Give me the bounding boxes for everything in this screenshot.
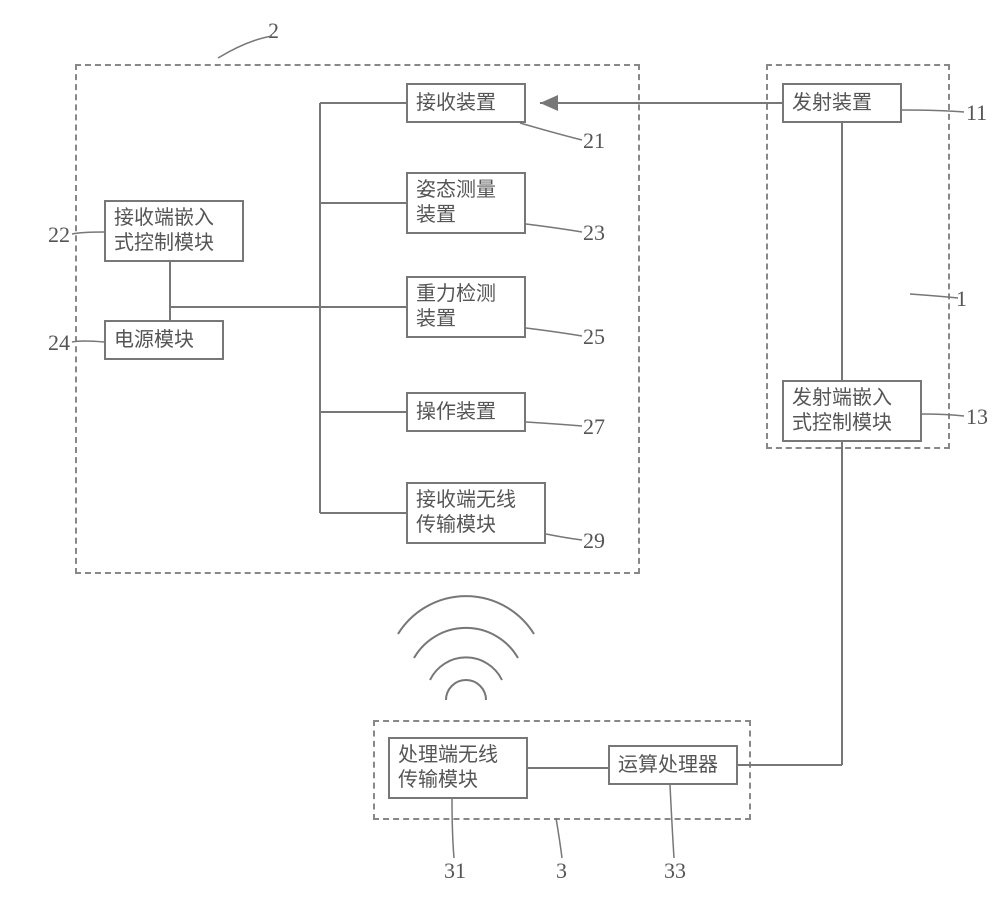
label-3: 3	[556, 858, 567, 884]
box-23-attitude: 姿态测量 装置	[406, 172, 526, 234]
box-31-proc-wireless: 处理端无线 传输模块	[388, 737, 528, 799]
box-33-processor: 运算处理器	[608, 745, 738, 785]
label-11: 11	[966, 100, 987, 126]
label-25: 25	[583, 324, 605, 350]
label-2: 2	[268, 18, 279, 44]
label-29: 29	[583, 528, 605, 554]
group-receiver	[75, 64, 640, 574]
label-22: 22	[48, 222, 70, 248]
label-23: 23	[583, 220, 605, 246]
box-22-rx-ctrl: 接收端嵌入 式控制模块	[104, 200, 244, 262]
box-11-tx: 发射装置	[782, 83, 902, 123]
box-21-receiver: 接收装置	[406, 83, 526, 123]
label-33: 33	[664, 858, 686, 884]
box-13-tx-ctrl: 发射端嵌入 式控制模块	[782, 380, 922, 442]
label-1: 1	[956, 286, 967, 312]
label-31: 31	[444, 858, 466, 884]
label-21: 21	[583, 128, 605, 154]
box-29-rx-wireless: 接收端无线 传输模块	[406, 482, 546, 544]
label-27: 27	[583, 414, 605, 440]
label-24: 24	[48, 330, 70, 356]
label-13: 13	[966, 404, 988, 430]
box-27-operate: 操作装置	[406, 392, 526, 432]
box-25-gravity: 重力检测 装置	[406, 276, 526, 338]
box-24-power: 电源模块	[104, 320, 224, 360]
